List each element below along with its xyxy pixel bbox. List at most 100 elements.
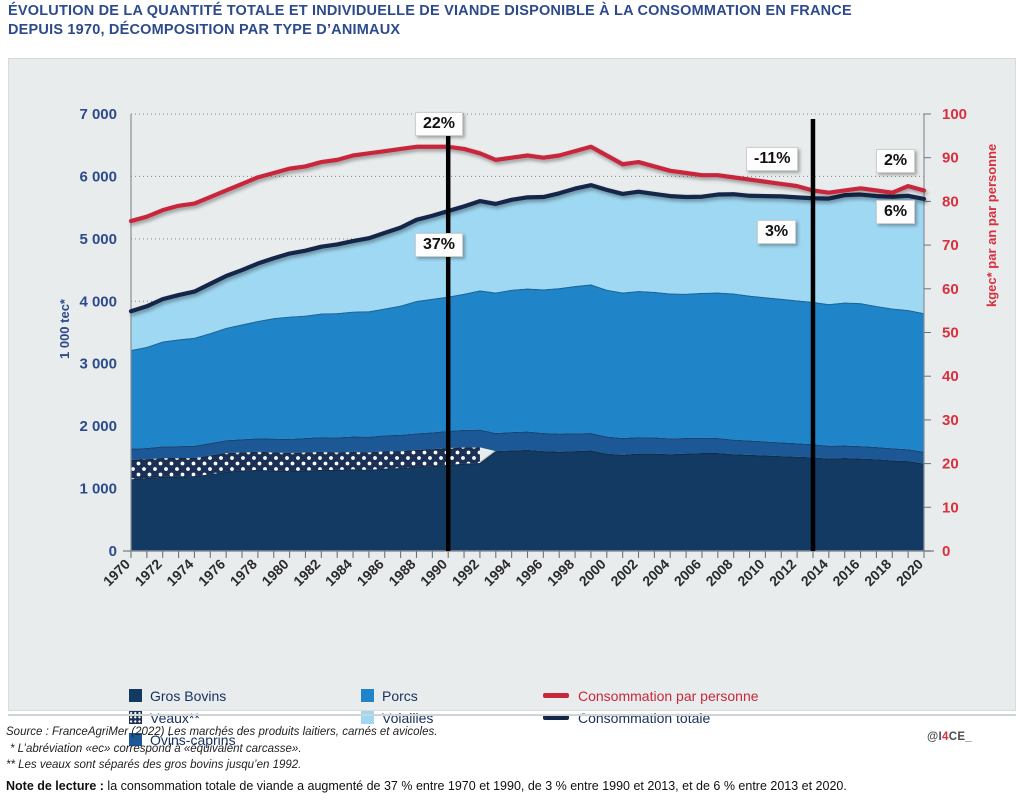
x-tick-label: 1974	[163, 556, 196, 589]
year-markers	[445, 119, 816, 551]
annotation-3-percent: 3%	[757, 220, 797, 244]
y-tick-left: 1 000	[79, 481, 117, 498]
y-tick-left: 3 000	[79, 356, 117, 373]
x-tick-label: 1986	[354, 556, 387, 589]
area-gros-bovins	[131, 449, 924, 551]
y-tick-right: 40	[942, 368, 959, 385]
chart-panel: 0 1 000 2 000 3 000 4 000 5 000 6 000 7 000 0 10…	[8, 58, 1016, 748]
y-tick-left: 0	[109, 543, 117, 560]
annotation-22-percent: 22%	[415, 112, 464, 136]
x-tick-label: 1982	[290, 556, 323, 589]
x-tick-label: 2002	[607, 556, 640, 589]
legend-swatch-porcs	[361, 689, 374, 702]
x-tick-label: 1990	[417, 556, 450, 589]
watermark-i4ce: @I4CE_	[927, 731, 972, 743]
y-axis-right-title: kgec* par an par personne	[984, 143, 999, 307]
y-tick-right: 0	[942, 543, 950, 560]
y-tick-right: 30	[942, 412, 959, 429]
chart-figure: 0 1 000 2 000 3 000 4 000 5 000 6 000 7 000 0 10…	[79, 106, 967, 589]
x-tick-label: 2008	[702, 556, 735, 589]
notes-block: Source : FranceAgriMer (2022) Les marché…	[6, 724, 1020, 795]
legend-swatch-volailles	[361, 711, 374, 724]
note-footnote-1: * L’abréviation «ec» correspond à «équiv…	[10, 742, 302, 755]
legend-swatch-ovins-caprins	[129, 733, 142, 746]
legend-swatch-veaux	[129, 711, 142, 724]
y-tick-right: 50	[942, 325, 959, 342]
x-tick-label: 1970	[100, 556, 133, 589]
x-tick-label: 1988	[385, 556, 418, 589]
notes-divider	[8, 714, 1016, 716]
annotation-37-percent: 37%	[415, 233, 464, 257]
area-veaux	[131, 447, 480, 480]
page-title-line1: ÉVOLUTION DE LA QUANTITÉ TOTALE ET INDIV…	[8, 3, 852, 19]
legend-label-consommation-par-personne: Consommation par personne	[578, 687, 759, 704]
legend-swatch-gros-bovins	[129, 689, 142, 702]
legend-label-ovins-caprins: Ovins-caprins	[150, 731, 236, 748]
x-tick-label: 2012	[766, 556, 799, 589]
x-axis-labels: 1970197219741976197819801982198419861988…	[100, 556, 926, 589]
y-tick-left: 2 000	[79, 418, 117, 435]
x-tick-label: 2006	[671, 556, 704, 589]
x-tick-label: 2016	[829, 556, 862, 589]
annotation-minus-11-percent: -11%	[746, 147, 799, 171]
note-lecture-text: la consommation totale de viande a augme…	[103, 778, 847, 793]
y-axis-left-title: 1 000 tec*	[57, 299, 72, 359]
legend-item-porcs: Porcs	[361, 685, 433, 706]
legend-line-consommation-par-personne	[543, 693, 569, 698]
y-tick-right: 90	[942, 150, 959, 167]
note-lecture: Note de lecture : la consommation totale…	[6, 777, 1020, 795]
y-axis-right-labels: 0 10 20 30 40 50 60 70 80 90 100	[942, 106, 967, 560]
y-tick-left: 6 000	[79, 168, 117, 185]
x-tick-label: 1998	[544, 556, 577, 589]
x-tick-label: 2010	[734, 556, 767, 589]
axis-ticks	[123, 113, 934, 558]
area-ovins-caprins	[131, 429, 924, 464]
area-volailles	[131, 185, 924, 350]
note-source: Source : FranceAgriMer (2022) Les marché…	[6, 726, 438, 738]
chart-legend: Gros Bovins Veaux** Ovins-caprins Porcs …	[129, 685, 909, 755]
area-porcs	[131, 284, 924, 452]
y-tick-right: 10	[942, 499, 959, 516]
x-tick-label: 2000	[576, 556, 609, 589]
annotation-6-percent: 6%	[876, 200, 916, 224]
y-tick-right: 60	[942, 281, 959, 298]
legend-item-ovins-caprins: Ovins-caprins	[129, 729, 236, 750]
x-tick-label: 1994	[480, 556, 513, 589]
y-tick-left: 4 000	[79, 293, 117, 310]
x-tick-label: 2004	[639, 556, 672, 589]
x-tick-label: 2020	[893, 556, 926, 589]
y-tick-right: 80	[942, 193, 959, 210]
legend-label-consommation-totale: Consommation totale	[578, 709, 711, 726]
page-title-line2: DEPUIS 1970, DÉCOMPOSITION PAR TYPE D’AN…	[8, 22, 401, 38]
watermark-prefix: @I	[927, 731, 943, 743]
legend-label-gros-bovins: Gros Bovins	[150, 687, 227, 704]
x-tick-label: 2014	[798, 556, 831, 589]
y-axis-left-labels: 0 1 000 2 000 3 000 4 000 5 000 6 000 7 000	[79, 106, 117, 560]
y-tick-right: 70	[942, 237, 959, 254]
legend-item-gros-bovins: Gros Bovins	[129, 685, 236, 706]
watermark-accent: 4	[942, 731, 949, 743]
legend-item-consommation-par-personne: Consommation par personne	[543, 685, 759, 706]
x-tick-label: 1980	[258, 556, 291, 589]
y-tick-left: 7 000	[79, 106, 117, 123]
note-footnote-2: ** Les veaux sont séparés des gros bovin…	[6, 759, 302, 771]
legend-label-veaux: Veaux**	[150, 709, 200, 726]
y-tick-right: 100	[942, 106, 967, 123]
x-tick-label: 1996	[512, 556, 545, 589]
x-tick-label: 1978	[227, 556, 260, 589]
legend-item-consommation-totale: Consommation totale	[543, 707, 759, 728]
x-tick-label: 1992	[449, 556, 482, 589]
y-tick-left: 5 000	[79, 231, 117, 248]
note-lecture-label: Note de lecture :	[6, 778, 104, 793]
x-tick-label: 2018	[861, 556, 894, 589]
x-tick-label: 1984	[322, 556, 355, 589]
legend-line-consommation-totale	[543, 715, 569, 720]
legend-label-volailles: Volailles	[382, 709, 434, 726]
x-tick-label: 1976	[195, 556, 228, 589]
line-consommation-totale	[128, 183, 927, 314]
legend-label-porcs: Porcs	[382, 687, 418, 704]
trend-lines	[128, 144, 927, 314]
line-consommation-par-personne	[128, 144, 927, 224]
stacked-areas	[130, 184, 925, 551]
x-tick-label: 1972	[131, 556, 164, 589]
